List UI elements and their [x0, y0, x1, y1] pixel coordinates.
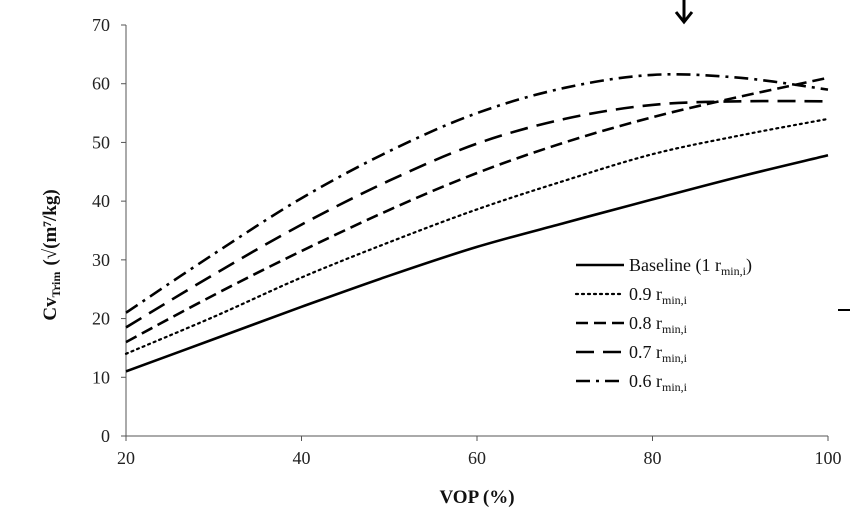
y-tick-label: 0	[101, 426, 110, 446]
x-tick-label: 20	[117, 448, 135, 468]
legend-label-1: Baseline (1 rmin,i)	[629, 255, 752, 278]
x-tick-label: 60	[468, 448, 486, 468]
y-axis-title-main: Cv	[40, 297, 61, 321]
series-line-2	[124, 117, 830, 355]
x-axis-title: VOP (%)	[439, 487, 514, 508]
y-tick-label: 20	[92, 309, 110, 329]
y-axis-title-sub: Trim	[49, 272, 63, 298]
axes	[121, 24, 829, 441]
x-tick-label: 80	[644, 448, 662, 468]
legend-label-5: 0.6 rmin,i	[629, 371, 688, 394]
x-tick-label: 40	[293, 448, 311, 468]
series-line-1	[125, 154, 829, 373]
y-tick-label: 40	[92, 191, 110, 211]
tick-labels: 0 10 20 30 40 50 60 70 20 40 60 80 100	[92, 15, 842, 468]
series-lines	[124, 73, 830, 373]
legend-label-3: 0.8 rmin,i	[629, 313, 688, 336]
y-axis-title-unit: (√(m⁷/kg)	[40, 189, 61, 265]
y-tick-label: 60	[92, 74, 110, 94]
y-axis-title: CvTrim (√(m⁷/kg)	[40, 189, 63, 320]
legend-label-2: 0.9 rmin,i	[629, 284, 688, 307]
down-arrow-icon	[674, 0, 694, 25]
legend: Baseline (1 rmin,i) 0.9 rmin,i 0.8 rmin,i 0…	[574, 255, 752, 394]
y-tick-label: 70	[92, 15, 110, 35]
y-tick-label: 10	[92, 367, 110, 387]
legend-label-4: 0.7 rmin,i	[629, 342, 688, 365]
series-line-5	[125, 73, 829, 314]
y-tick-label: 50	[92, 132, 110, 152]
x-tick-label: 100	[815, 448, 842, 468]
series-line-4	[125, 99, 829, 329]
y-tick-label: 30	[92, 250, 110, 270]
